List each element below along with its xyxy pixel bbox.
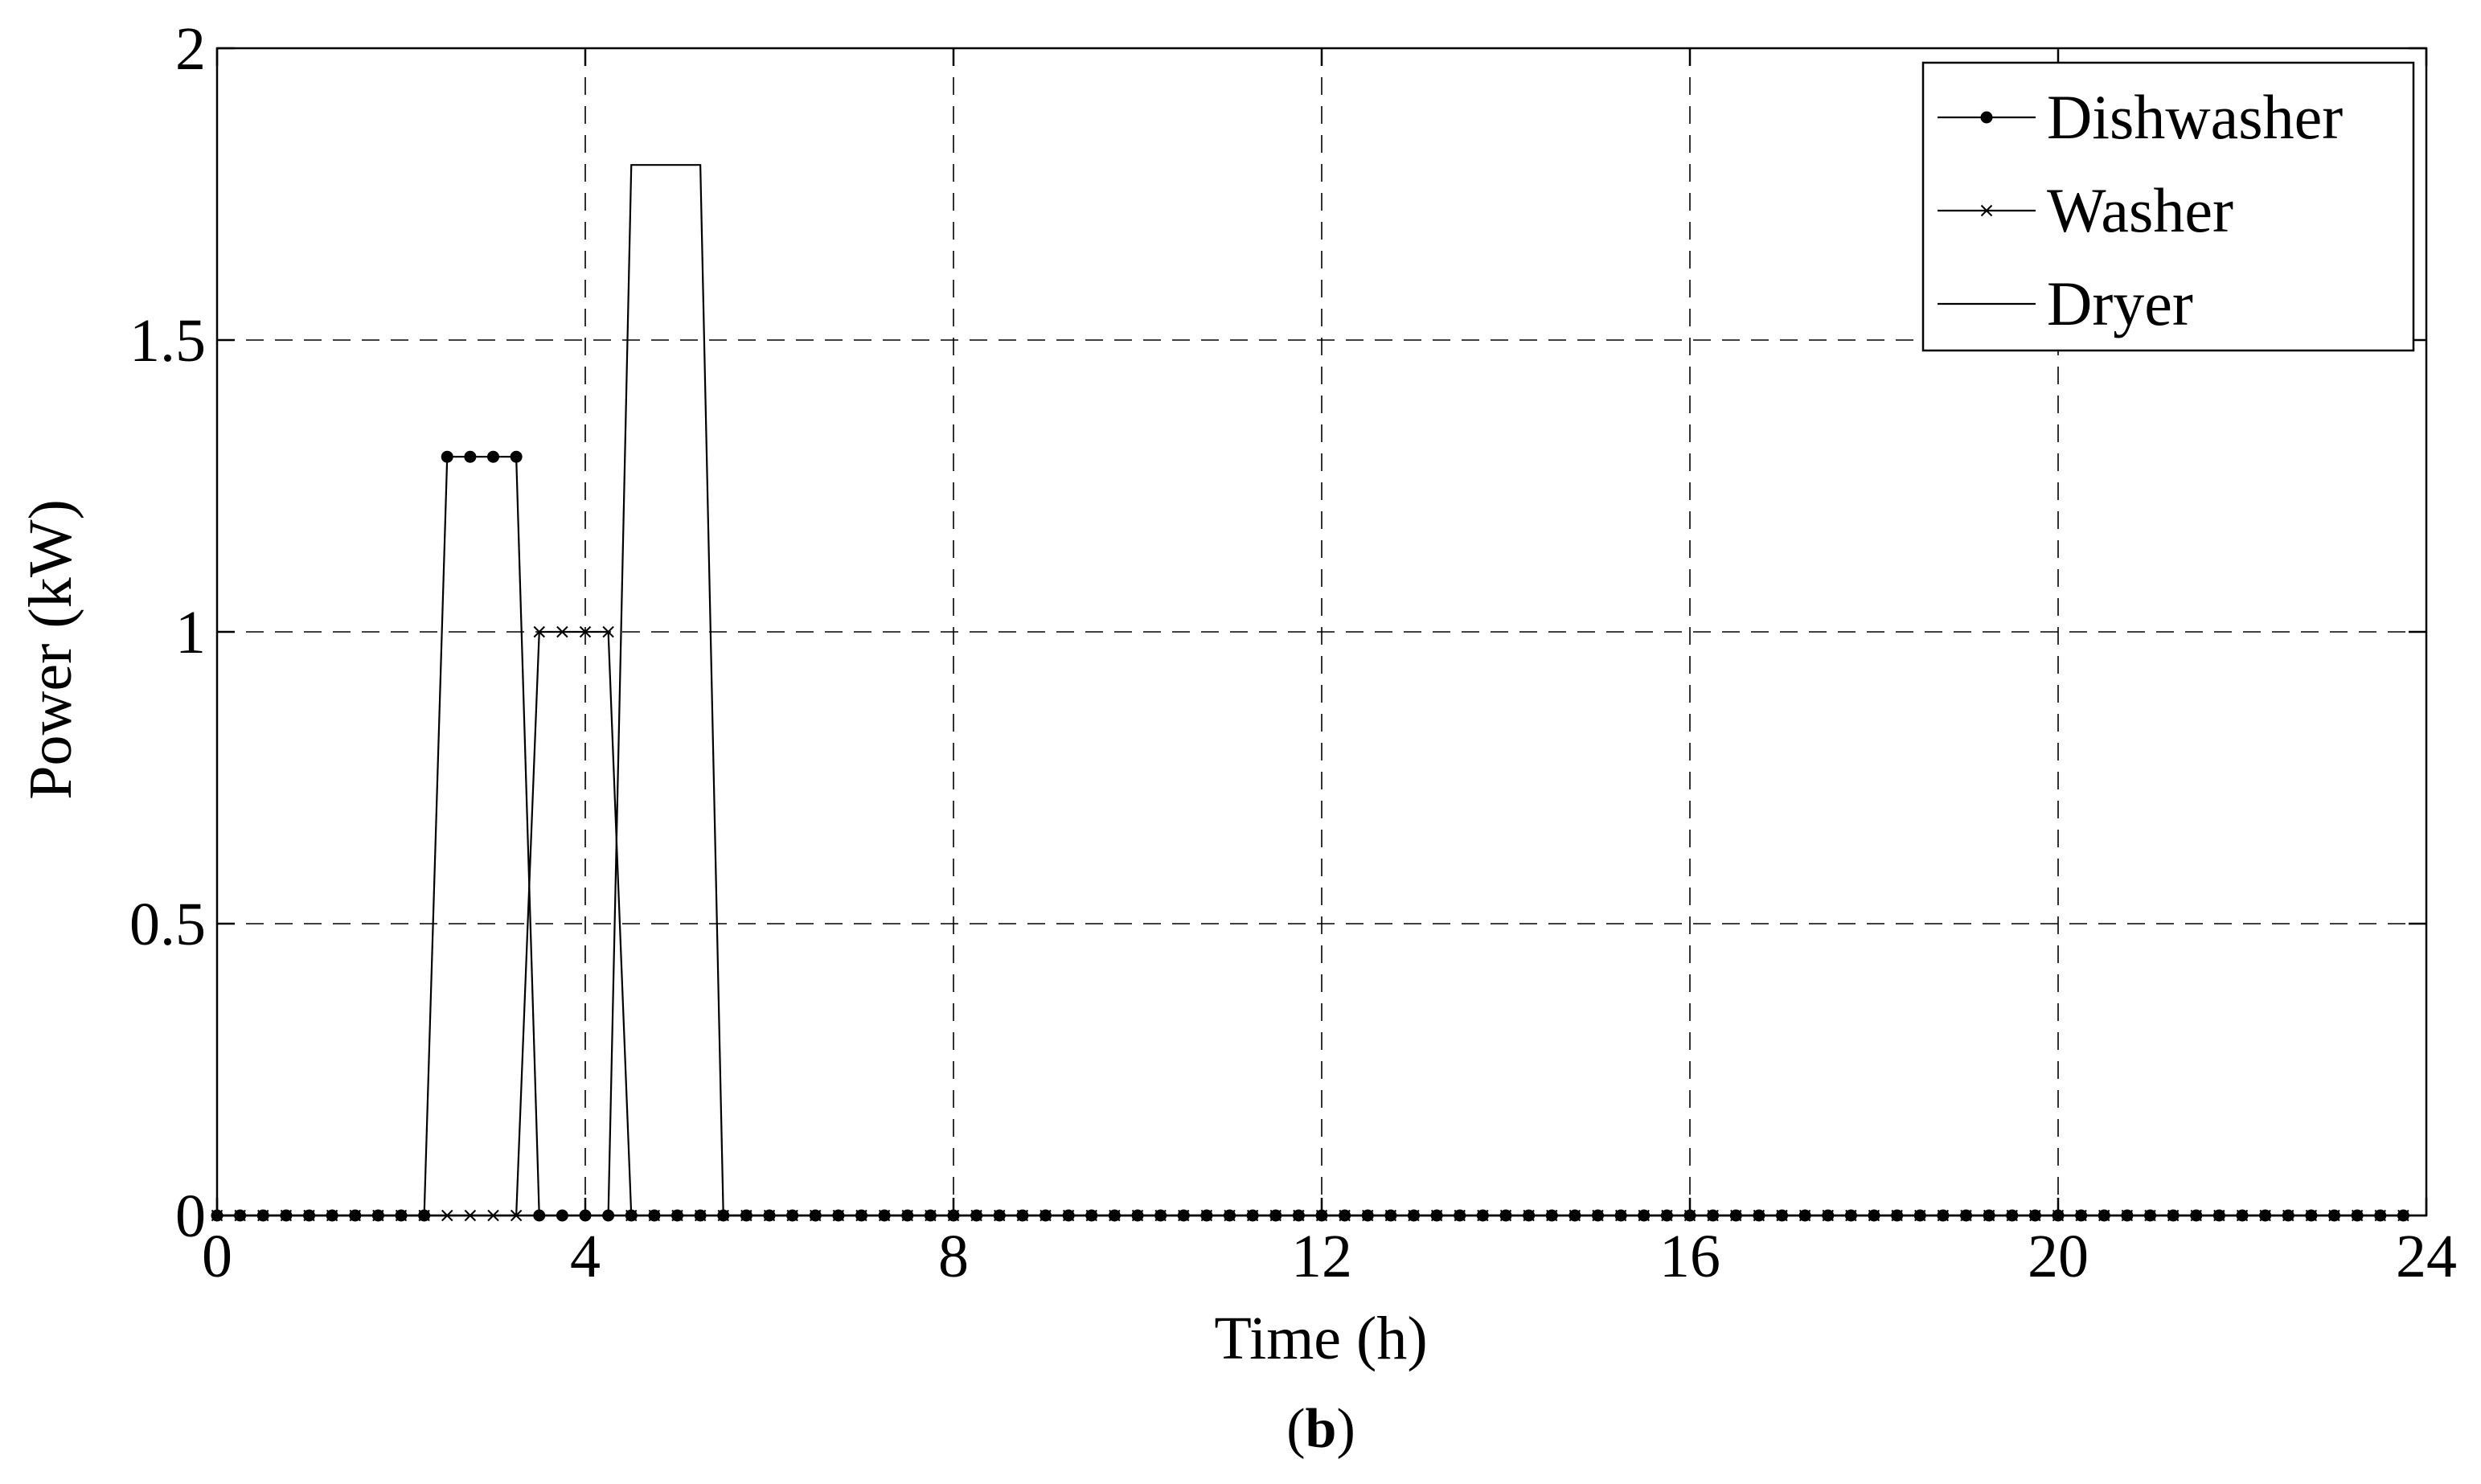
series-washer-point (579, 625, 592, 638)
x-tick-label: 0 (202, 1223, 232, 1290)
x-tick-label: 8 (938, 1223, 969, 1290)
axis-ticks: 0 4 8 12 16 20 24 0 0.5 1 1.5 2 (129, 15, 2457, 1290)
legend: Dishwasher Washer Dryer (1921, 61, 2415, 352)
caption-label: b (1306, 1398, 1337, 1460)
series-washer-point (602, 625, 614, 638)
marker-x-stroke (602, 625, 614, 638)
x-tick-label: 24 (2396, 1223, 2457, 1290)
series-dishwasher-point (510, 450, 523, 463)
marker-x-stroke (579, 625, 592, 638)
x-axis-label: Time (h) (1214, 1305, 1427, 1372)
y-tick-label: 2 (175, 15, 206, 83)
x-tick-label: 20 (2028, 1223, 2089, 1290)
legend-item-dishwasher: Dishwasher (1938, 82, 2343, 152)
legend-label: Dryer (2047, 269, 2193, 338)
legend-label: Washer (2047, 175, 2233, 245)
y-axis-label: Power (kW) (17, 499, 84, 800)
x-tick-label: 4 (570, 1223, 601, 1290)
y-tick-label: 1 (175, 599, 206, 666)
legend-marker (1980, 204, 1993, 217)
series-dishwasher-point (441, 450, 453, 463)
y-tick-label: 0 (175, 1183, 206, 1250)
marker-x-stroke (533, 625, 545, 638)
x-tick-label: 12 (1291, 1223, 1352, 1290)
marker-x-stroke (1980, 204, 1993, 217)
series-dishwasher-point (487, 450, 499, 463)
legend-item-dryer: Dryer (1938, 269, 2193, 338)
series-washer-point (556, 625, 568, 638)
marker-x-stroke (556, 625, 568, 638)
legend-marker (1980, 111, 1993, 124)
legend-box (1921, 61, 2415, 352)
figure-caption: (b) (1286, 1398, 1355, 1460)
caption-close: ) (1336, 1398, 1355, 1460)
y-tick-label: 0.5 (129, 891, 206, 958)
caption-open: ( (1286, 1398, 1305, 1460)
series-dishwasher-point (464, 450, 477, 463)
y-tick-label: 1.5 (129, 307, 206, 375)
legend-item-washer: Washer (1938, 175, 2233, 245)
x-tick-label: 16 (1659, 1223, 1720, 1290)
series-washer-point (533, 625, 545, 638)
legend-label: Dishwasher (2047, 82, 2343, 152)
